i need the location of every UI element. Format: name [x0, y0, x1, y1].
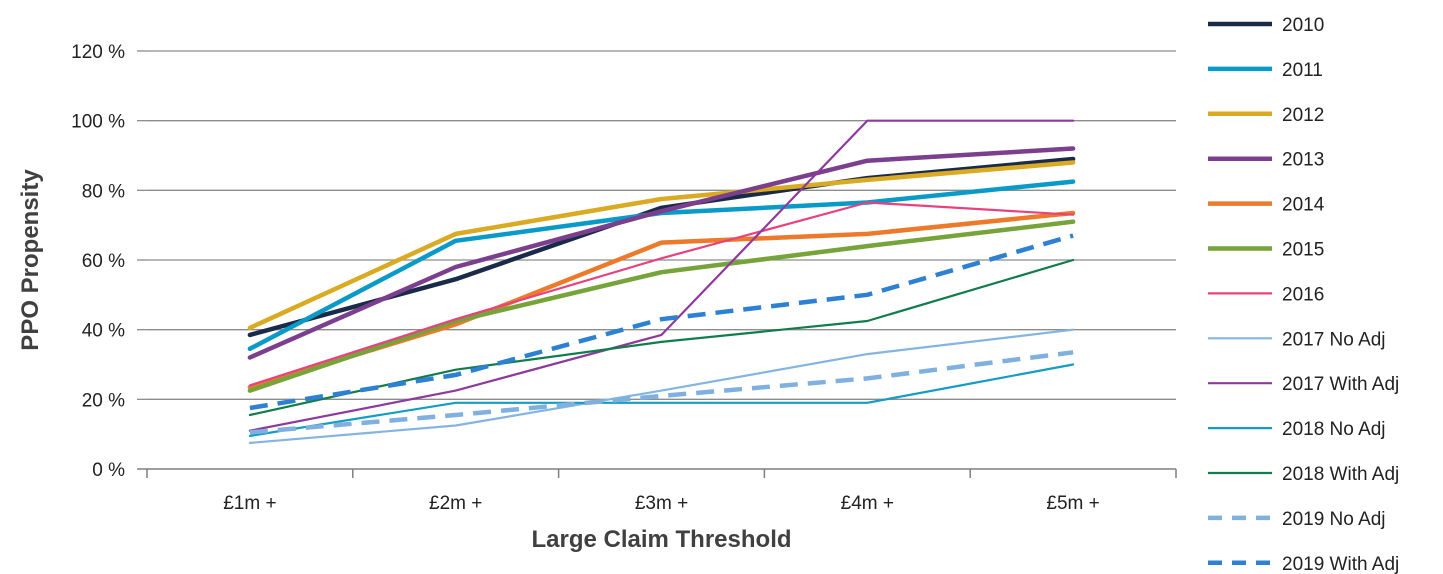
series-line — [247, 146, 1076, 360]
series-line — [248, 119, 1075, 432]
x-tick-label: £1m + — [223, 493, 276, 514]
legend-label: 2014 — [1282, 195, 1325, 216]
legend-label: 2017 With Adj — [1282, 374, 1399, 395]
legend-item: 2019 No Adj — [1208, 509, 1386, 530]
legend-item: 2016 — [1208, 284, 1324, 305]
legend-item: 2014 — [1208, 195, 1325, 216]
series-line — [248, 328, 1075, 444]
series-line — [247, 160, 1076, 331]
legend-label: 2018 No Adj — [1282, 419, 1386, 440]
y-axis-title: PPO Propensity — [17, 169, 44, 351]
x-tick-label: £4m + — [841, 493, 894, 514]
series-line — [248, 363, 1075, 437]
y-tick-label: 0 % — [92, 460, 125, 481]
legend-item: 2013 — [1208, 150, 1324, 171]
y-axis-ticks: 0 % 20 % 40 % 60 % 80 % 100 % 120 % — [71, 42, 125, 481]
series-line — [248, 201, 1075, 387]
series-line — [248, 258, 1075, 417]
y-tick-label: 80 % — [82, 181, 125, 202]
x-axis-title: Large Claim Threshold — [531, 526, 791, 553]
y-tick-label: 60 % — [82, 251, 125, 272]
y-tick-label: 100 % — [71, 112, 125, 133]
y-tick-label: 40 % — [82, 321, 125, 342]
x-tick-label: £3m + — [635, 493, 688, 514]
legend-item: 2012 — [1208, 105, 1324, 126]
legend-label: 2011 — [1282, 60, 1323, 81]
legend-item: 2010 — [1208, 15, 1324, 36]
legend-item: 2015 — [1208, 240, 1324, 261]
legend-item: 2017 No Adj — [1208, 329, 1386, 350]
x-tick-label: £5m + — [1046, 493, 1099, 514]
y-tick-label: 20 % — [82, 390, 125, 411]
legend-item: 2018 No Adj — [1208, 419, 1386, 440]
legend-label: 2016 — [1282, 284, 1324, 305]
legend-label: 2012 — [1282, 105, 1324, 126]
x-axis-ticks: £1m + £2m + £3m + £4m + £5m + — [223, 493, 1100, 514]
legend-label: 2015 — [1282, 240, 1324, 261]
series-line — [249, 350, 1074, 435]
y-tick-label: 120 % — [71, 42, 125, 63]
series-line — [247, 219, 1076, 393]
legend-item: 2017 With Adj — [1208, 374, 1399, 395]
legend: 2010 2011 2012 2013 2014 2015 2016 2017 No Adj 2… — [1208, 15, 1399, 574]
x-tick-label: £2m + — [429, 493, 482, 514]
legend-item: 2019 With Adj — [1208, 554, 1399, 574]
legend-label: 2010 — [1282, 15, 1324, 36]
gridlines — [147, 50, 1176, 400]
axes — [137, 50, 1177, 478]
legend-label: 2019 With Adj — [1282, 554, 1399, 574]
legend-item: 2018 With Adj — [1208, 464, 1399, 485]
legend-label: 2017 No Adj — [1282, 329, 1386, 350]
series-line — [249, 233, 1074, 411]
series-lines — [247, 119, 1076, 444]
series-line — [247, 156, 1076, 338]
legend-label: 2013 — [1282, 150, 1324, 171]
legend-item: 2011 — [1208, 60, 1323, 81]
legend-label: 2019 No Adj — [1282, 509, 1386, 530]
legend-label: 2018 With Adj — [1282, 464, 1399, 485]
